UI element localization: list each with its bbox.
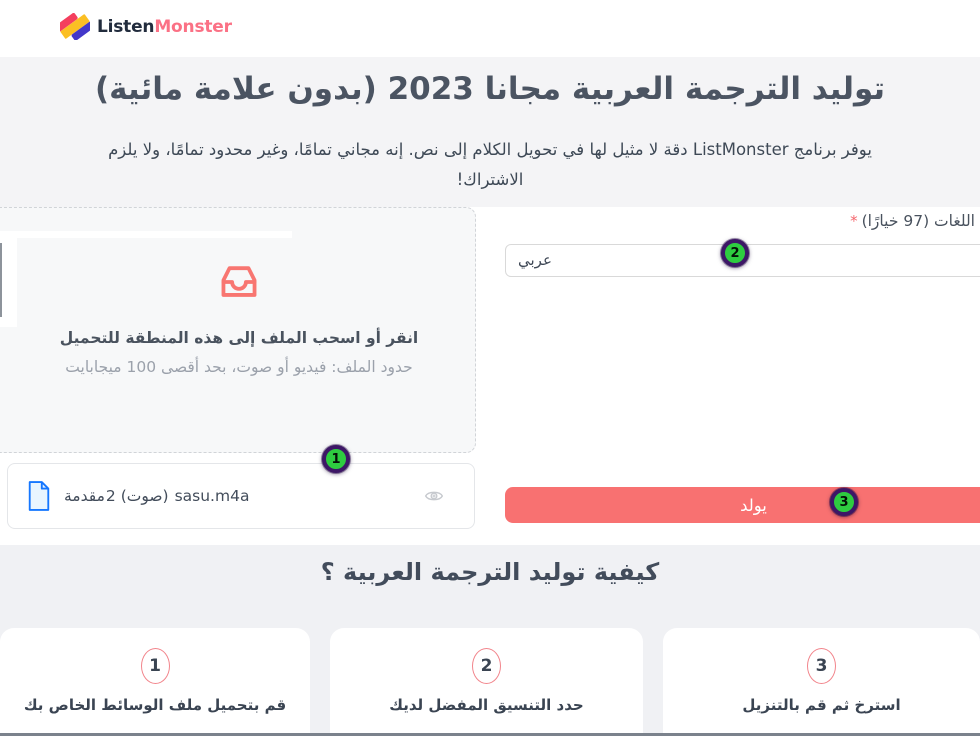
file-document-icon [26, 480, 52, 512]
step-text: استرخ ثم قم بالتنزيل [742, 696, 901, 714]
window-edge-artifact [0, 243, 2, 317]
logo-monster: Monster [154, 16, 232, 37]
step-text: حدد التنسيق المفضل لديك [389, 696, 584, 714]
overlay-fragment [0, 231, 292, 238]
upload-dropzone[interactable]: انقر أو اسحب الملف إلى هذه المنطقة للتحم… [0, 207, 476, 453]
annotation-badge-2: 2 [721, 239, 749, 267]
dropzone-limits-text: حدود الملف: فيديو أو صوت، بحد أقصى 100 م… [65, 358, 413, 376]
hero-section: توليد الترجمة العربية مجانا 2023 (بدون ع… [0, 57, 980, 207]
step-number-badge: 3 [807, 648, 836, 684]
file-name-part: sasu.m4a [174, 487, 250, 505]
file-name-part: مقدمة [64, 487, 105, 505]
step-number-badge: 2 [472, 648, 501, 684]
logo-text: ListenMonster [97, 17, 232, 37]
logo[interactable]: ListenMonster [54, 12, 232, 41]
how-to-title: كيفية توليد الترجمة العربية ؟ [320, 558, 660, 586]
uploaded-file-row: مقدمة 2 (صوت) sasu.m4a [8, 464, 474, 528]
step-card-2: 2 حدد التنسيق المفضل لديك [330, 628, 643, 733]
file-name-part: 2 (صوت) [105, 487, 169, 505]
bottom-margin [0, 736, 980, 742]
step-text: قم بتحميل ملف الوسائط الخاص بك [23, 696, 287, 714]
dropzone-text: انقر أو اسحب الملف إلى هذه المنطقة للتحم… [59, 329, 419, 347]
language-field-label: اللغات (97 خيارًا)* [505, 212, 975, 230]
subtitle-line-2: الاشتراك! [456, 170, 524, 189]
page-title: توليد الترجمة العربية مجانا 2023 (بدون ع… [94, 71, 886, 107]
language-select-value: عربي [518, 251, 552, 269]
uploaded-file-item: مقدمة 2 (صوت) sasu.m4a [7, 463, 475, 529]
upload-dropzone-content: انقر أو اسحب الملف إلى هذه المنطقة للتحم… [1, 208, 477, 454]
site-header: ListenMonster [0, 0, 980, 58]
generate-button[interactable]: يولد [505, 487, 980, 523]
language-label-text: اللغات (97 خيارًا) [861, 212, 975, 230]
preview-eye-icon[interactable] [424, 489, 444, 504]
required-asterisk: * [850, 212, 858, 230]
page-subtitle: يوفر برنامج ListMonster دقة لا مثيل لها … [0, 135, 980, 195]
step-card-1: 1 قم بتحميل ملف الوسائط الخاص بك [0, 628, 310, 733]
logo-icon [54, 12, 95, 41]
overlay-fragment [0, 231, 17, 327]
step-card-3: 3 استرخ ثم قم بالتنزيل [663, 628, 980, 733]
annotation-badge-1: 1 [322, 445, 350, 473]
subtitle-line-1: يوفر برنامج ListMonster دقة لا مثيل لها … [108, 140, 872, 159]
step-number-badge: 1 [140, 648, 170, 684]
inbox-icon [1, 263, 477, 305]
logo-listen: Listen [97, 16, 155, 37]
bottom-divider [0, 733, 980, 736]
annotation-badge-3: 3 [830, 488, 858, 516]
file-name: مقدمة 2 (صوت) sasu.m4a [64, 487, 249, 505]
